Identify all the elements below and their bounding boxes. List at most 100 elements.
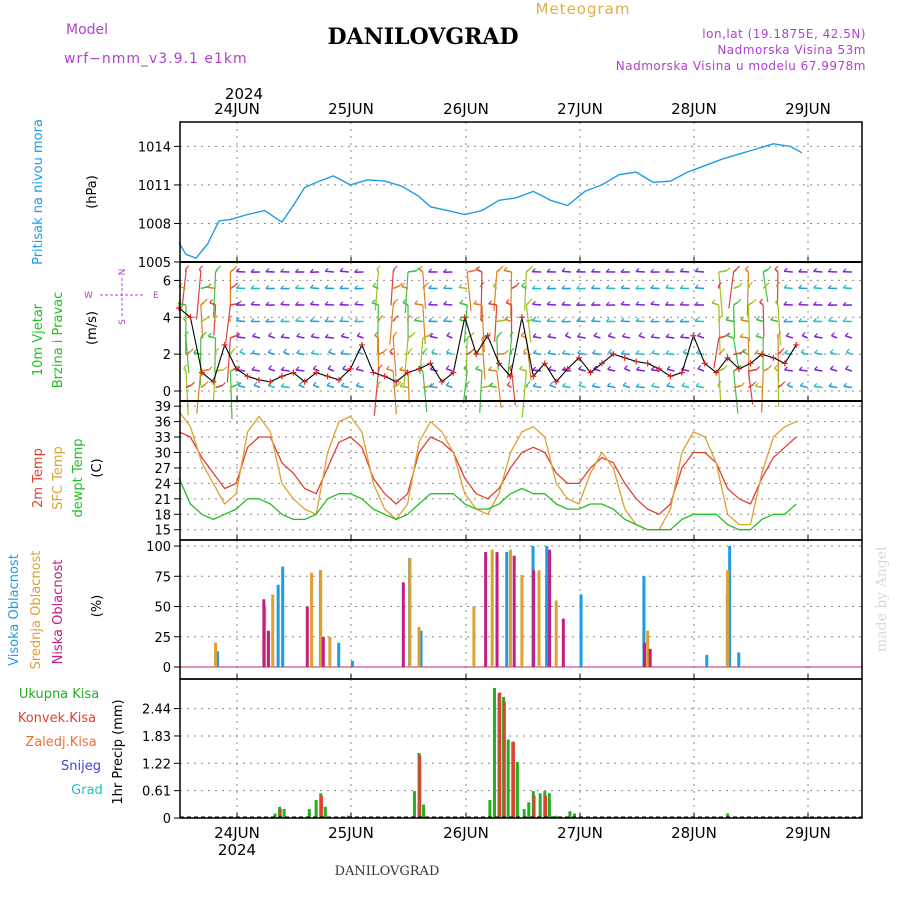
wind-arrow bbox=[762, 284, 767, 290]
wind-arrow-head bbox=[429, 332, 434, 337]
wind-arrow-head bbox=[784, 349, 788, 354]
wind-arrow bbox=[407, 351, 411, 355]
wind-arrow bbox=[267, 351, 276, 356]
bottom-day-label: 28JUN bbox=[671, 824, 717, 842]
wind-arrow bbox=[607, 385, 616, 389]
wind-arrow bbox=[230, 384, 237, 389]
wind-arrow-head bbox=[310, 333, 315, 338]
wind-arrow-head bbox=[620, 317, 625, 322]
wind-arrow-head bbox=[679, 284, 684, 289]
wind-arrow-head bbox=[430, 382, 435, 387]
wind-arrow bbox=[283, 351, 290, 356]
wind-arrow-head bbox=[546, 317, 551, 322]
wind-gust-mark bbox=[185, 370, 189, 416]
wind-arrow bbox=[200, 334, 204, 339]
wind-arrow bbox=[718, 367, 725, 372]
wind-arrow-head bbox=[402, 298, 407, 303]
wind-arrow-head bbox=[561, 285, 566, 289]
wind-arrow-head bbox=[723, 365, 728, 369]
wind-arrow bbox=[733, 268, 738, 273]
wind-arrow bbox=[463, 367, 468, 372]
wind-arrow bbox=[511, 285, 517, 290]
wind-arrow bbox=[814, 335, 823, 339]
pressure-line bbox=[178, 143, 803, 259]
wind-gust-mark bbox=[718, 304, 721, 351]
wind-arrow-head bbox=[443, 300, 448, 305]
wind-arrow-head bbox=[265, 285, 270, 290]
wind-arrow-head bbox=[798, 301, 803, 306]
wind-arrow-head bbox=[207, 332, 212, 337]
wind-arrow bbox=[523, 350, 528, 356]
wind-arrow-head bbox=[480, 314, 484, 319]
wind-arrow bbox=[666, 368, 675, 372]
wind-arrow-head bbox=[813, 383, 818, 387]
wind-arrow-head bbox=[324, 333, 329, 338]
wind-arrow-head bbox=[342, 365, 347, 370]
wind-arrow bbox=[414, 319, 423, 323]
wind-arrow bbox=[253, 384, 261, 389]
low-cloud-bar bbox=[401, 582, 405, 667]
bottom-day-label: 29JUN bbox=[785, 824, 831, 842]
wind-arrow bbox=[733, 301, 739, 306]
wind-arrow bbox=[785, 335, 794, 339]
wind-arrow-head bbox=[431, 348, 435, 353]
mid-cloud-bar bbox=[508, 549, 512, 667]
wind-arrow-head bbox=[470, 331, 475, 336]
wind-arrow bbox=[562, 352, 571, 356]
wind-arrow-head bbox=[605, 284, 610, 289]
wind-arrow-head bbox=[532, 349, 537, 354]
tick-label: 0.61 bbox=[142, 785, 171, 800]
wind-gust-mark bbox=[747, 304, 751, 342]
wind-arrow bbox=[407, 270, 417, 273]
wind-arrow bbox=[800, 384, 808, 389]
total-precip-bar bbox=[422, 804, 426, 818]
wind-arrow bbox=[392, 334, 396, 339]
wind-arrow-head bbox=[376, 265, 381, 270]
wind-arrow bbox=[184, 334, 187, 339]
wind-arrow bbox=[200, 301, 205, 306]
compass-west-label: W bbox=[84, 291, 93, 301]
wind-arrow bbox=[251, 368, 261, 372]
wind-arrow-head bbox=[718, 281, 723, 286]
wind-arrow-head bbox=[798, 284, 803, 289]
total-precip-bar bbox=[527, 802, 531, 818]
wind-arrow-head bbox=[393, 265, 398, 270]
wind-arrow bbox=[695, 287, 705, 290]
wind-arrow bbox=[310, 287, 320, 290]
wind-arrow-head bbox=[185, 265, 190, 270]
wind-arrow bbox=[622, 335, 631, 339]
wind-arrow-head bbox=[309, 317, 314, 322]
wind-arrow bbox=[506, 384, 513, 389]
wind-gust-mark bbox=[185, 337, 190, 374]
wind-arrow bbox=[280, 303, 290, 306]
wind-arrow-head bbox=[408, 347, 413, 352]
wind-arrow-head bbox=[498, 331, 503, 336]
wind-arrow bbox=[399, 369, 409, 372]
dewpoint-line bbox=[178, 477, 797, 531]
low-cloud-ylabel: Niska Oblacnost bbox=[51, 560, 66, 665]
temp2m-ylabel: 2m Temp bbox=[31, 448, 46, 508]
wind-arrow bbox=[376, 268, 380, 273]
wind-gust-mark bbox=[463, 304, 468, 343]
wind-arrow bbox=[376, 384, 380, 388]
wind-arrow bbox=[784, 286, 793, 290]
wind-arrow bbox=[651, 352, 660, 356]
temp-unit: (C) bbox=[90, 458, 105, 477]
wind-gust-mark bbox=[746, 271, 749, 316]
wind-arrow-head bbox=[327, 365, 332, 370]
wind-gust-mark bbox=[389, 304, 394, 345]
wind-arrow bbox=[377, 367, 380, 372]
top-day-label: 24JUN bbox=[214, 100, 260, 118]
wind-arrow-head bbox=[561, 349, 566, 354]
wind-arrow-head bbox=[414, 300, 418, 305]
wind-arrow-head bbox=[783, 301, 788, 306]
wind-arrow bbox=[429, 385, 438, 389]
wind-arrow bbox=[215, 384, 223, 389]
wind-arrow bbox=[465, 384, 468, 388]
wind-arrow-head bbox=[827, 317, 832, 322]
pressure-panel: 1005 1008 1011 1014 Pritisak na nivou mora (h… bbox=[31, 119, 863, 271]
wind-arrow bbox=[268, 335, 276, 339]
wind-arrow-head bbox=[607, 365, 612, 370]
wind-arrow-head bbox=[499, 265, 504, 270]
wind-gust-mark bbox=[713, 337, 720, 369]
